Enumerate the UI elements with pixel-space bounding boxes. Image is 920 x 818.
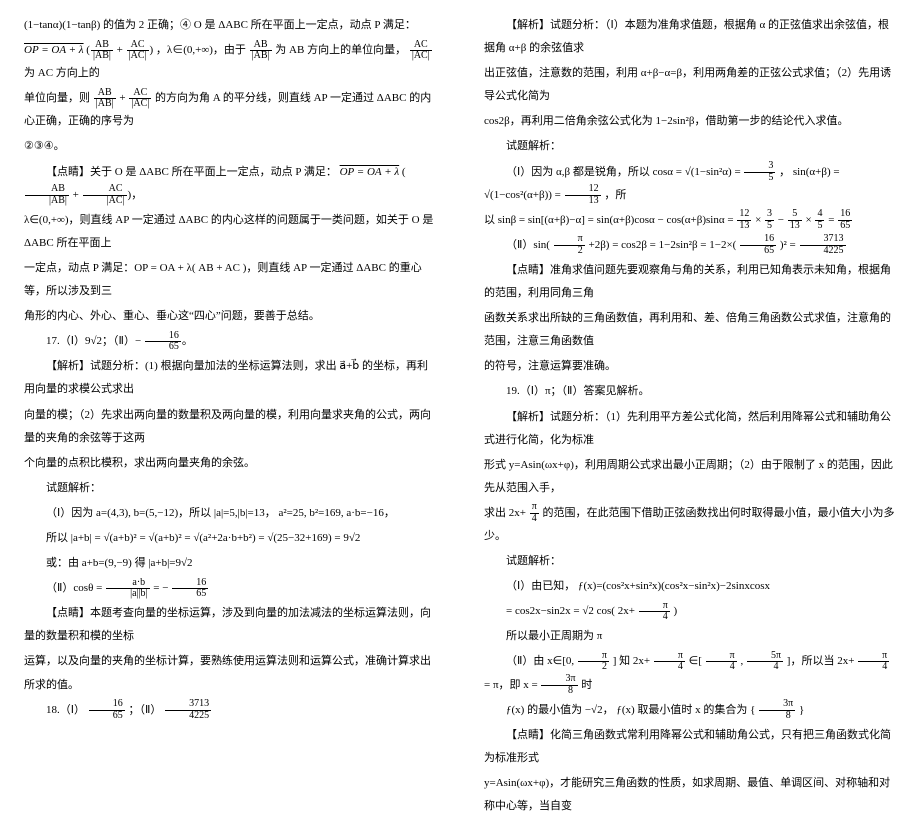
text: 【点睛】关于 O 是 ΔABC 所在平面上一定点，动点 P 满足： OP = O… — [24, 161, 436, 207]
text: （Ⅰ）由已知， ƒ(x)=(cos²x+sin²x)(cos²x−sin²x)−… — [484, 575, 896, 598]
text: 出正弦值，注意数的范围，利用 α+β−α=β，利用两角差的正弦公式求值；（2）先… — [484, 62, 896, 108]
text: OP = OA + λ (AB|AB| + AC|AC|) ，λ∈(0,+∞)，… — [24, 39, 436, 85]
text: 【点睛】化简三角函数式常利用降幂公式和辅助角公式，只有把三角函数式化简为标准形式 — [484, 724, 896, 770]
text: 所以 |a+b| = √(a+b)² = √(a+b)² = √(a²+2a·b… — [24, 527, 436, 550]
text: 以 sinβ = sin[(α+β)−α] = sin(α+β)cosα − c… — [484, 209, 896, 232]
text: = cos2x−sin2x = √2 cos( 2x+ π4 ) — [484, 600, 896, 623]
text: 的符号，注意运算要准确。 — [484, 355, 896, 378]
math: OP = OA + λ — [24, 44, 84, 56]
text: 或：由 a+b=(9,−9) 得 |a+b|=9√2 — [24, 552, 436, 575]
text: 所以最小正周期为 π — [484, 625, 896, 648]
text: 【点睛】准角求值问题先要观察角与角的关系，利用已知角表示未知角，根据角的范围，利… — [484, 259, 896, 305]
text: 17.（Ⅰ）9√2；（Ⅱ）− 1665。 — [24, 330, 436, 353]
right-column: 【解析】试题分析：（Ⅰ）本题为准角求值题，根据角 α 的正弦值求出余弦值，根据角… — [460, 0, 920, 651]
text: （Ⅱ）sin( π2 +2β) = cos2β = 1−2sin²β = 1−2… — [484, 234, 896, 257]
left-column: (1−tanα)(1−tanβ) 的值为 2 正确；④ O 是 ΔABC 所在平… — [0, 0, 460, 651]
text: 试题解析： — [484, 135, 896, 158]
text: 19.（Ⅰ）π；（Ⅱ）答案见解析。 — [484, 380, 896, 403]
text: 向量的模；（2）先求出两向量的数量积及两向量的模，利用向量求夹角的公式，两向量的… — [24, 404, 436, 450]
text: ②③④。 — [24, 135, 436, 158]
text: 函数关系求出所缺的三角函数值，再利用和、差、倍角三角函数公式求值，注意角的范围，… — [484, 307, 896, 353]
text: （Ⅱ）cosθ = a·b|a||b| = − 1665 — [24, 577, 436, 600]
text: 【点睛】本题考查向量的坐标运算，涉及到向量的加法减法的坐标运算法则，向量的数量积… — [24, 602, 436, 648]
text: （Ⅱ）由 x∈[0, π2 ] 知 2x+ π4 ∈[ π4 , 5π4 ]，所… — [484, 650, 896, 696]
text: 一定点，动点 P 满足：OP = OA + λ( AB + AC )，则直线 A… — [24, 257, 436, 303]
text: 【解析】试题分析：（1）先利用平方差公式化简，然后利用降幂公式和辅助角公式进行化… — [484, 406, 896, 452]
text: 个向量的点积比模积，求出两向量夹角的余弦。 — [24, 452, 436, 475]
text: y=Asin(ωx+φ)，才能研究三角函数的性质，如求周期、最值、单调区间、对称… — [484, 772, 896, 818]
text: 角形的内心、外心、重心、垂心这“四心”问题，要善于总结。 — [24, 305, 436, 328]
text: 试题解析： — [484, 550, 896, 573]
text: 形式 y=Asin(ωx+φ)，利用周期公式求出最小正周期；（2）由于限制了 x… — [484, 454, 896, 500]
text: 求出 2x+ π4 的范围，在此范围下借助正弦函数找出何时取得最小值，最小值大小… — [484, 502, 896, 548]
text: （Ⅰ）因为 a=(4,3), b=(5,−12)，所以 |a|=5,|b|=13… — [24, 502, 436, 525]
text: 【解析】试题分析：（Ⅰ）本题为准角求值题，根据角 α 的正弦值求出余弦值，根据角… — [484, 14, 896, 60]
text: 18.（Ⅰ） 1665 ；（Ⅱ） 37134225 — [24, 699, 436, 722]
text: cos2β，再利用二倍角余弦公式化为 1−2sin²β，借助第一步的结论代入求值… — [484, 110, 896, 133]
text: 单位向量，则 AB|AB| + AC|AC| 的方向为角 A 的平分线，则直线 … — [24, 87, 436, 133]
text: 【解析】试题分析：(1) 根据向量加法的坐标运算法则，求出 a⃗+b⃗ 的坐标，… — [24, 355, 436, 401]
text: λ∈(0,+∞)，则直线 AP 一定通过 ΔABC 的内心这样的问题属于一类问题… — [24, 209, 436, 255]
text: ƒ(x) 的最小值为 −√2， ƒ(x) 取最小值时 x 的集合为 { 3π8 … — [484, 699, 896, 722]
text: 试题解析： — [24, 477, 436, 500]
text: (1−tanα)(1−tanβ) 的值为 2 正确；④ O 是 ΔABC 所在平… — [24, 14, 436, 37]
text: （Ⅰ）因为 α,β 都是锐角，所以 cosα = √(1−sin²α) = 35… — [484, 161, 896, 207]
text: 运算，以及向量的夹角的坐标计算，要熟练使用运算法则和运算公式，准确计算求出所求的… — [24, 650, 436, 696]
